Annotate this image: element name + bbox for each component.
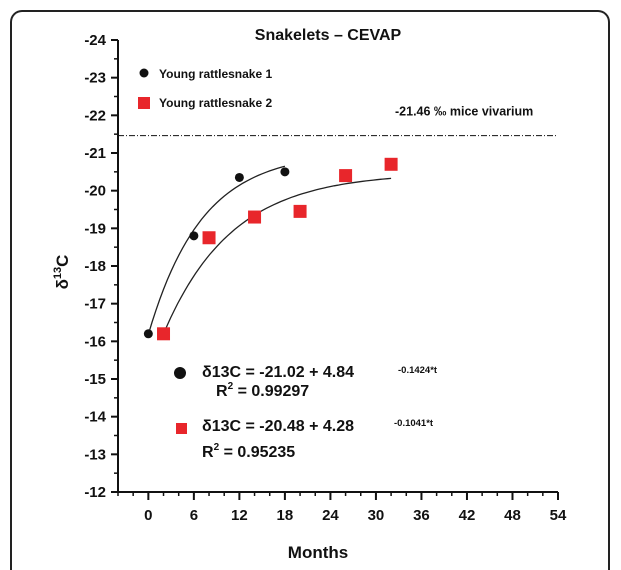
x-tick-label: 42	[459, 507, 476, 524]
x-tick-label: 48	[504, 507, 521, 524]
equation-2-r2-sup: 2	[214, 442, 220, 453]
reference-group: -21.46 ‰ mice vivarium	[118, 105, 558, 137]
figure-frame	[10, 10, 610, 570]
x-tick-label: 18	[277, 507, 294, 524]
y-tick-label: -24	[84, 32, 106, 49]
fit-curves	[147, 165, 392, 335]
y-axis-title-main: δ	[53, 279, 72, 289]
point-series-1	[143, 329, 153, 339]
x-tick-label: 6	[190, 507, 198, 524]
x-axis-title: Months	[288, 543, 348, 562]
equation-1-main: δ13C = -21.02 + 4.84	[202, 364, 354, 381]
x-tick-label: 30	[368, 507, 385, 524]
axes: -24 -23 -22 -21 -20 -19 -18 -17 -16 -15 -14 -13 -12 0…	[84, 32, 567, 524]
equation-2-main: δ13C = -20.48 + 4.28	[202, 418, 354, 435]
y-tick-label: -20	[84, 183, 106, 200]
legend-label-series-1: Young rattlesnake 1	[159, 67, 272, 81]
y-tick-label: -18	[84, 258, 106, 275]
equation-marker-series-2	[176, 423, 187, 434]
y-tick-label: -15	[84, 371, 106, 388]
y-tick-label: -12	[84, 484, 106, 501]
legend-marker-series-1	[139, 68, 149, 78]
y-tick-label: -17	[84, 296, 106, 313]
equation-1-r2-label: R	[216, 383, 228, 400]
legend: Young rattlesnake 1 Young rattlesnake 2	[138, 67, 272, 110]
fit-equations: δ13C = -21.02 + 4.84 -0.1424*t R2 = 0.99…	[174, 364, 438, 461]
fit-curve-series-2	[162, 177, 392, 335]
reference-line-label: -21.46 ‰ mice vivarium	[395, 105, 533, 119]
point-series-1	[189, 231, 199, 241]
point-series-2	[384, 157, 398, 171]
chart-title: Snakelets – CEVAP	[255, 27, 402, 44]
equation-2-r2-value: = 0.95235	[219, 444, 295, 461]
x-tick-label: 12	[231, 507, 248, 524]
y-tick-label: -21	[84, 145, 106, 162]
y-tick-label: -13	[84, 446, 106, 463]
equation-marker-series-1	[174, 367, 186, 379]
x-tick-label: 54	[550, 507, 567, 524]
equation-1-r2: R2 = 0.99297	[216, 381, 309, 400]
y-tick-label: -19	[84, 220, 106, 237]
equation-1-r2-value: = 0.99297	[233, 383, 309, 400]
equation-2-exponent: -0.1041*t	[394, 418, 434, 429]
x-tick-label: 0	[144, 507, 152, 524]
y-tick-label: -14	[84, 409, 106, 426]
equation-2-r2-label: R	[202, 444, 214, 461]
point-series-1	[280, 167, 290, 177]
equation-1-exponent: -0.1424*t	[398, 365, 438, 376]
y-tick-label: -16	[84, 333, 106, 350]
legend-label-series-2: Young rattlesnake 2	[159, 96, 272, 110]
point-series-2	[157, 327, 171, 341]
point-series-2	[248, 210, 262, 224]
data-points	[143, 157, 398, 341]
y-axis-title-tail: C	[53, 255, 72, 267]
equation-1-r2-sup: 2	[228, 381, 234, 392]
equation-2-r2: R2 = 0.95235	[202, 442, 295, 461]
point-series-2	[293, 204, 307, 218]
fit-curve-series-1	[147, 165, 286, 335]
point-series-2	[339, 169, 353, 183]
point-series-1	[234, 172, 244, 182]
y-tick-label: -23	[84, 70, 106, 87]
legend-marker-series-2	[138, 97, 150, 109]
point-series-2	[202, 231, 216, 245]
y-axis-title-sup: 13	[52, 267, 64, 279]
x-tick-label: 24	[322, 507, 339, 524]
y-tick-label: -22	[84, 107, 106, 124]
y-axis-title: δ13C	[52, 255, 72, 290]
x-tick-label: 36	[413, 507, 430, 524]
